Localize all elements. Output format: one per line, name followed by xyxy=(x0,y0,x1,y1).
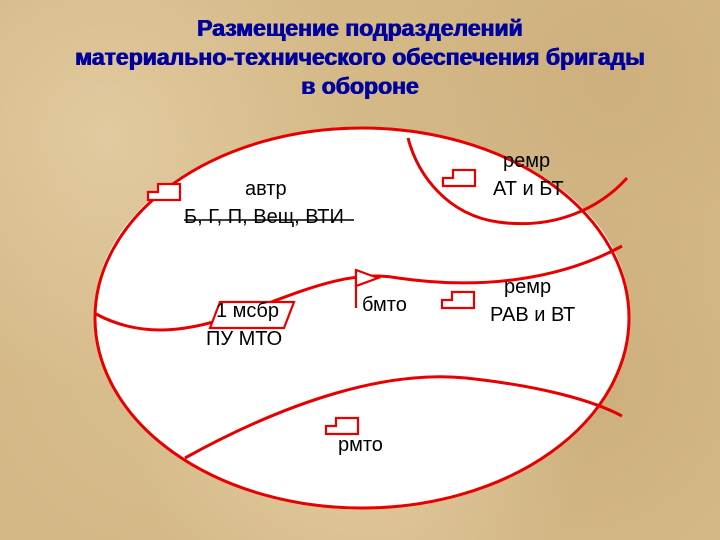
label: ПУ МТО xyxy=(206,328,282,351)
node-remr_at_bt xyxy=(443,170,475,186)
label: автр xyxy=(245,178,287,201)
node-bmto xyxy=(356,270,378,286)
label: АТ и БТ xyxy=(493,178,564,201)
node-remr_rav_vt xyxy=(442,292,474,308)
label: рмто xyxy=(338,434,383,457)
label: ремр xyxy=(504,276,551,299)
curve-low_line xyxy=(185,377,622,458)
label: 1 мсбр xyxy=(216,300,279,323)
label: РАВ и ВТ xyxy=(490,304,575,327)
node-avtr xyxy=(148,184,180,200)
label: бмто xyxy=(362,294,407,317)
label: ремр xyxy=(503,150,550,173)
label: Б, Г, П, Вещ, ВТИ xyxy=(184,206,344,229)
diagram-svg xyxy=(0,0,720,540)
node-rmto xyxy=(326,418,358,434)
